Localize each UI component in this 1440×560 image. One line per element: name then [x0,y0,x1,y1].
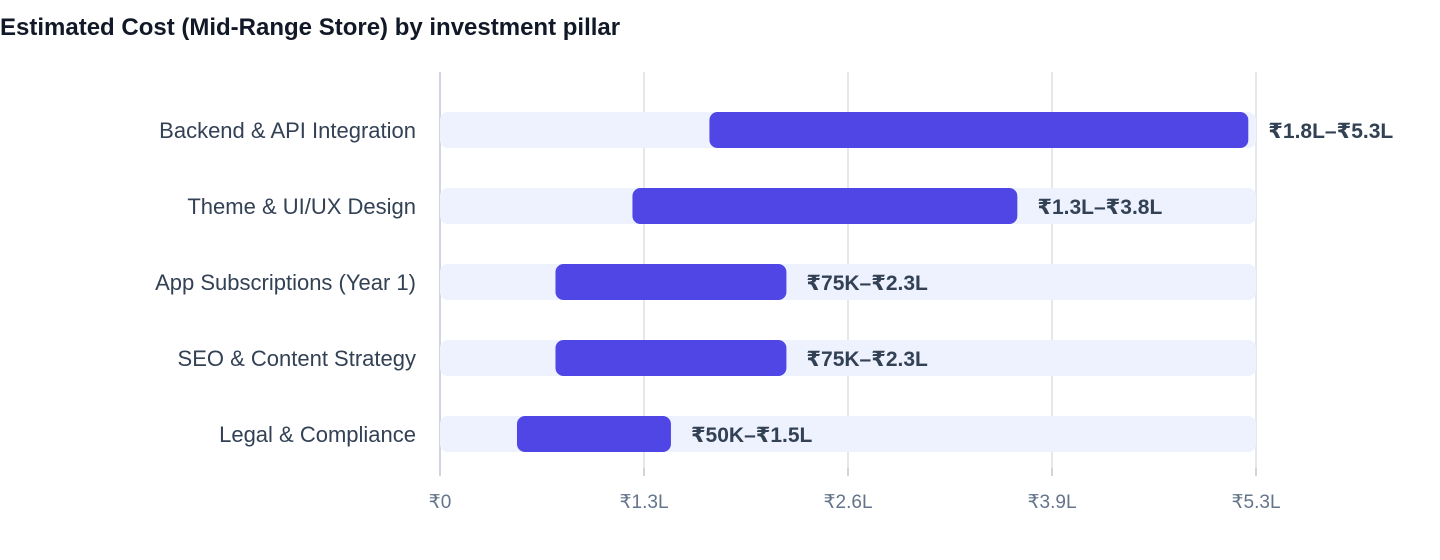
x-tick-label: ₹2.6L [823,492,872,513]
range-bar [516,416,671,452]
category-label: Theme & UI/UX Design [187,194,416,219]
value-label: ₹75K–₹2.3L [806,272,928,295]
x-tick-label: ₹3.9L [1027,492,1076,513]
chart-title: Estimated Cost (Mid-Range Store) by inve… [0,14,621,41]
range-bars [516,112,1249,452]
value-labels: ₹1.8L–₹5.3L ₹1.3L–₹3.8L ₹75K–₹2.3L ₹75K–₹2.… [691,120,1393,447]
x-tick-label: ₹1.3L [619,492,668,513]
category-label: Legal & Compliance [219,422,416,447]
value-label: ₹1.3L–₹3.8L [1037,196,1162,219]
x-tick-label: ₹0 [429,492,452,513]
x-tick-label: ₹5.3L [1231,492,1280,513]
category-label: App Subscriptions (Year 1) [155,270,416,295]
category-label: SEO & Content Strategy [178,346,416,371]
range-bar [555,264,787,300]
category-labels: Backend & API Integration Theme & UI/UX D… [155,118,416,447]
x-axis: ₹0 ₹1.3L ₹2.6L ₹3.9L ₹5.3L [429,468,1281,513]
range-bar [555,340,787,376]
value-label: ₹50K–₹1.5L [691,424,813,447]
range-bar [632,188,1018,224]
category-label: Backend & API Integration [159,118,416,143]
value-label: ₹1.8L–₹5.3L [1268,120,1393,143]
range-bar [709,112,1249,148]
value-label: ₹75K–₹2.3L [806,348,928,371]
